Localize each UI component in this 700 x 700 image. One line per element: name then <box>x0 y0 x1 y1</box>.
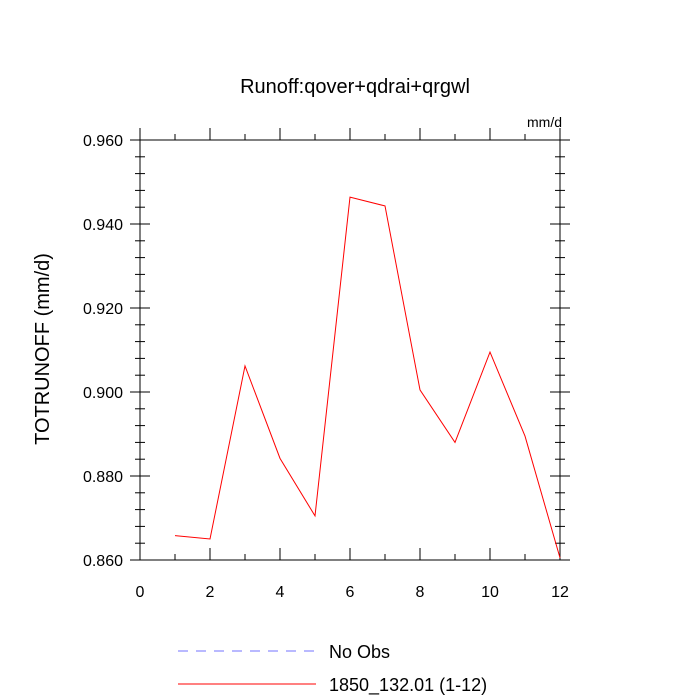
y-tick-label: 0.940 <box>83 217 123 234</box>
x-tick-label: 10 <box>481 584 499 601</box>
legend-label-1: 1850_132.01 (1-12) <box>329 675 487 696</box>
y-tick-label: 0.900 <box>83 385 123 402</box>
x-tick-label: 2 <box>206 584 215 601</box>
axis-ticks <box>130 128 570 561</box>
legend-label-0: No Obs <box>329 642 390 662</box>
series-line-1 <box>174 196 561 559</box>
x-tick-label: 0 <box>136 584 145 601</box>
x-tick-label: 12 <box>551 584 569 601</box>
y-axis-label: TOTRUNOFF (mm/d) <box>32 253 54 445</box>
y-tick-label: 0.920 <box>83 301 123 318</box>
axis-tick-labels: 0 2 4 6 8 10 12 0.860 0.880 0.900 0.920 0.940 0.960 <box>83 133 569 601</box>
y-tick-label: 0.880 <box>83 469 123 486</box>
plot-area: 0 2 4 6 8 10 12 0.860 0.880 0.900 0.920 0.940 0.960 <box>83 128 570 601</box>
x-tick-label: 8 <box>416 584 425 601</box>
legend: No Obs 1850_132.01 (1-12) <box>178 642 487 696</box>
units-label: mm/d <box>527 114 562 130</box>
chart-title: Runoff:qover+qdrai+qrgwl <box>240 76 470 98</box>
y-tick-label: 0.960 <box>83 133 123 150</box>
y-tick-label: 0.860 <box>83 553 123 570</box>
x-tick-label: 4 <box>276 584 285 601</box>
x-tick-label: 6 <box>346 584 355 601</box>
series-lines <box>174 196 561 559</box>
plot-frame <box>139 139 561 561</box>
